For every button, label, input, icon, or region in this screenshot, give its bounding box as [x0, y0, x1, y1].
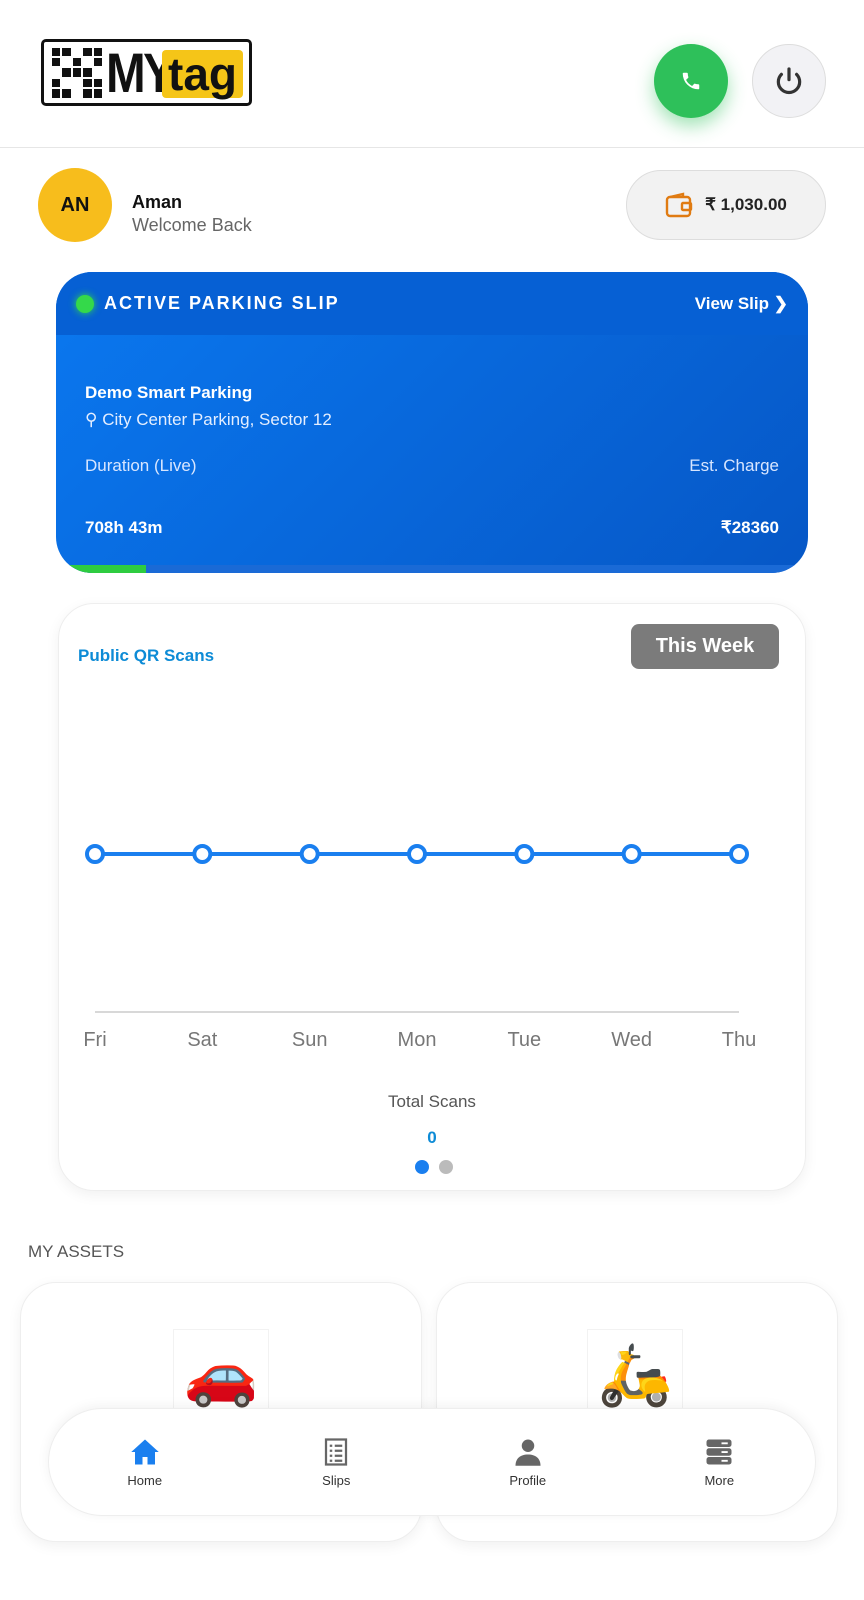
active-parking-slip-card: ACTIVE PARKING SLIP View Slip ❯ Demo Sma…	[56, 272, 808, 573]
x-tick-label: Tue	[507, 1029, 541, 1051]
app-header: MY tag	[0, 0, 864, 148]
qr-logo-icon	[52, 47, 102, 98]
chevron-right-icon: ❯	[773, 293, 788, 313]
slip-progress-fill	[56, 565, 147, 573]
duration-label: Duration (Live)	[85, 456, 197, 475]
x-tick-label: Sat	[187, 1029, 217, 1051]
slip-title: ACTIVE PARKING SLIP	[104, 293, 340, 313]
nav-home[interactable]: Home	[49, 1409, 241, 1515]
parking-name: Demo Smart Parking	[85, 383, 253, 402]
page-dot-2[interactable]	[439, 1160, 453, 1174]
welcome-text: Welcome Back	[132, 215, 252, 235]
list-icon	[325, 1437, 348, 1466]
phone-icon	[682, 72, 700, 90]
mytag-logo: MY tag	[41, 39, 252, 106]
location-pin-icon: ⚲	[85, 410, 98, 429]
data-point	[299, 844, 320, 864]
wallet-icon	[665, 192, 693, 218]
period-selector[interactable]: This Week	[631, 624, 779, 669]
x-tick-label: Wed	[611, 1029, 652, 1051]
my-assets-heading: MY ASSETS	[28, 1242, 125, 1261]
parking-location: ⚲ City Center Parking, Sector 12	[85, 410, 332, 429]
page-dot-1[interactable]	[415, 1160, 429, 1174]
car-icon: 🚗	[173, 1329, 269, 1419]
user-name: Aman	[132, 192, 183, 212]
x-tick-label: Sun	[292, 1029, 328, 1051]
nav-profile[interactable]: Profile	[432, 1409, 624, 1515]
x-tick-label: Thu	[722, 1029, 756, 1051]
scans-line-chart: Fri Sat Sun Mon Tue Wed Thu	[83, 844, 756, 1051]
carousel-pager[interactable]	[415, 1160, 453, 1174]
wallet-balance: ₹ 1,030.00	[705, 195, 787, 214]
user-icon	[515, 1439, 541, 1466]
total-scans-label: Total Scans	[388, 1092, 476, 1111]
call-button[interactable]	[654, 44, 728, 118]
duration-value: 708h 43m	[85, 518, 163, 537]
x-tick-label: Mon	[398, 1029, 437, 1051]
bottom-nav: Home Slips Profile More	[48, 1408, 816, 1516]
total-scans-value: 0	[427, 1128, 437, 1147]
power-icon	[776, 67, 802, 95]
nav-slips[interactable]: Slips	[241, 1409, 433, 1515]
logout-button[interactable]	[752, 44, 826, 118]
data-point	[407, 844, 427, 864]
charge-value: ₹28360	[720, 518, 779, 537]
home-icon	[131, 1439, 159, 1464]
chart-title: Public QR Scans	[78, 646, 215, 665]
avatar[interactable]: AN	[38, 168, 112, 242]
wallet-button[interactable]: ₹ 1,030.00	[626, 170, 826, 240]
x-tick-label: Fri	[83, 1029, 106, 1051]
scooter-icon: 🛵	[587, 1329, 683, 1419]
server-icon	[706, 1439, 732, 1464]
charge-label: Est. Charge	[689, 456, 779, 475]
qr-scans-card: Public QR Scans This Week Fri Sat Sun Mon Tu…	[58, 603, 806, 1191]
status-dot	[76, 294, 94, 313]
nav-more[interactable]: More	[624, 1409, 816, 1515]
data-point	[85, 844, 105, 864]
data-point	[514, 844, 535, 864]
data-point	[621, 844, 642, 864]
slip-progress-bar	[56, 565, 808, 573]
view-slip-link[interactable]: View Slip ❯	[694, 293, 788, 313]
data-point	[192, 844, 213, 864]
data-point	[729, 844, 749, 864]
